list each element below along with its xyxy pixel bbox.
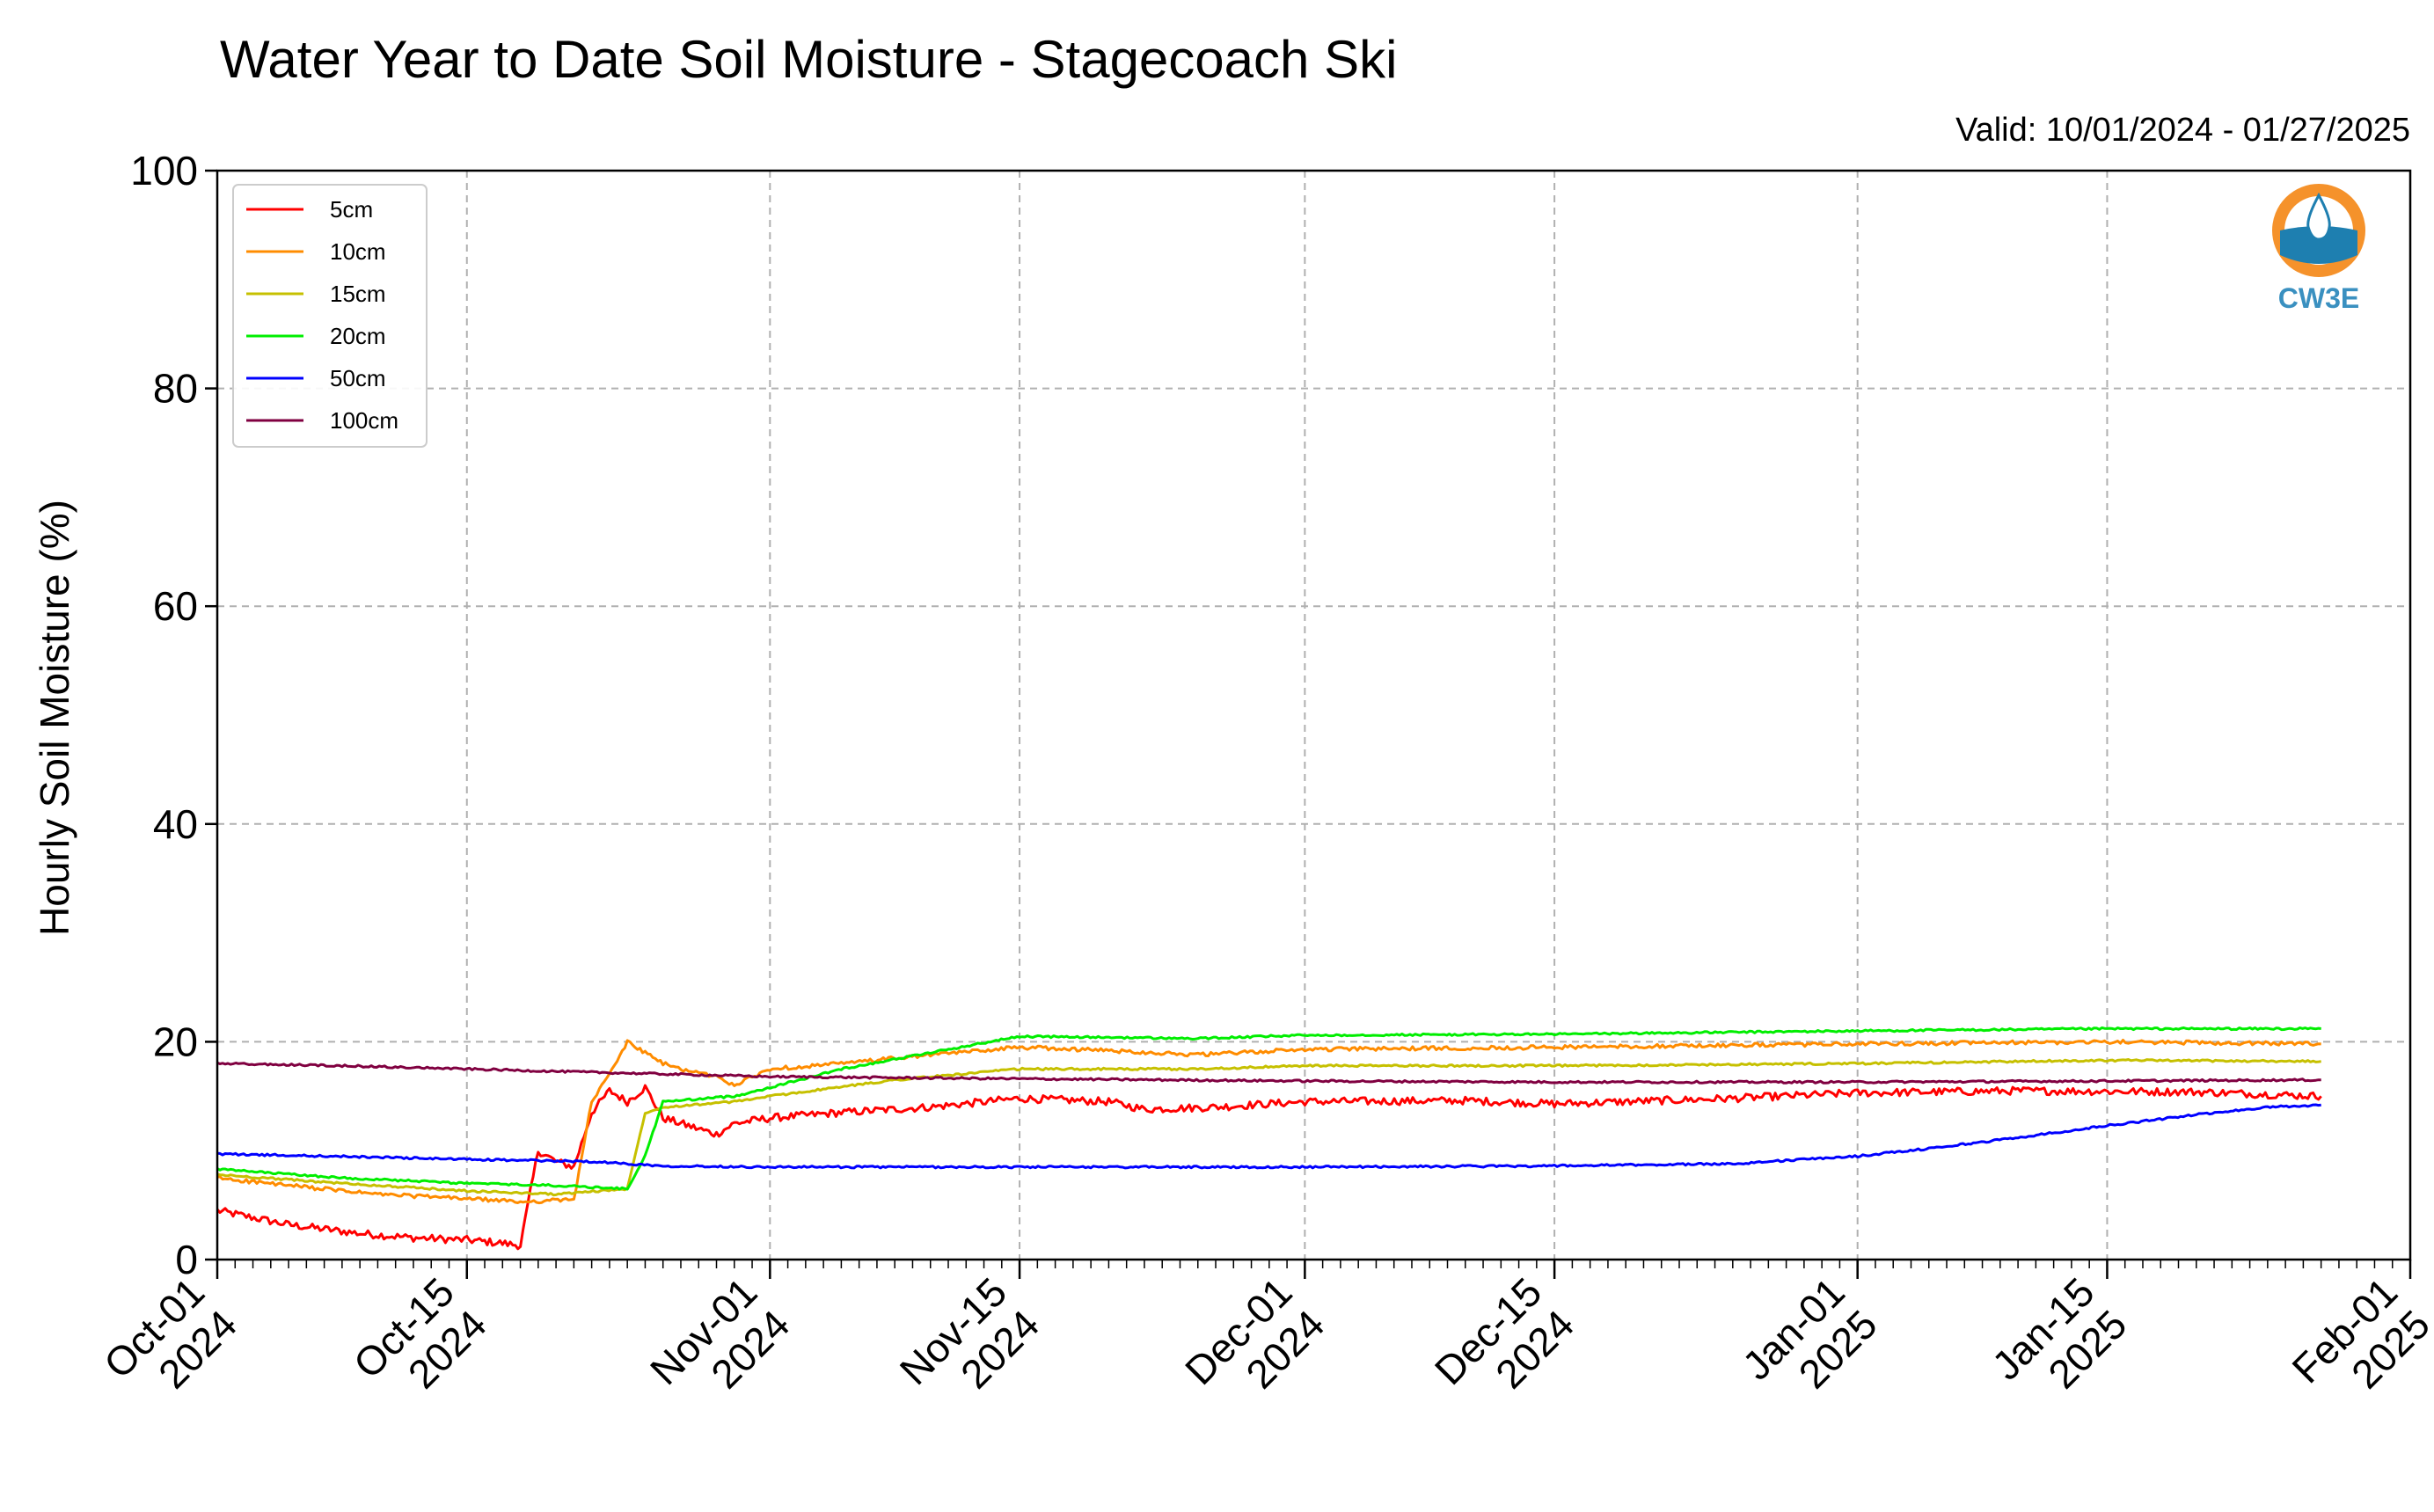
series-line-20cm xyxy=(216,1026,2321,1191)
y-axis-label: Hourly Soil Moisture (%) xyxy=(32,500,77,936)
legend-label: 20cm xyxy=(330,323,386,349)
legend-label: 50cm xyxy=(330,365,386,391)
series-line-15cm xyxy=(216,1058,2321,1197)
y-tick-label: 20 xyxy=(153,1019,198,1064)
grid xyxy=(217,171,2410,1260)
series-group xyxy=(216,1026,2322,1251)
chart-subtitle: Valid: 10/01/2024 - 01/27/2025 xyxy=(1955,112,2410,149)
y-tick-label: 0 xyxy=(175,1237,198,1282)
y-tick-label: 80 xyxy=(153,366,198,412)
logo-text: CW3E xyxy=(2278,282,2359,314)
legend-label: 5cm xyxy=(330,196,373,223)
series-line-100cm xyxy=(216,1061,2321,1085)
legend-label: 10cm xyxy=(330,238,386,265)
logo-drop-icon xyxy=(2306,192,2331,241)
y-tick-label: 60 xyxy=(153,583,198,629)
legend: 5cm 10cm 15cm 20cm 50cm 100cm xyxy=(232,184,428,448)
series-line-50cm xyxy=(216,1103,2321,1170)
legend-label: 100cm xyxy=(330,407,398,434)
y-tick-label: 100 xyxy=(130,148,198,194)
series-line-5cm xyxy=(216,1084,2322,1251)
cw3e-logo: CW3E xyxy=(2272,184,2365,314)
plot-frame xyxy=(216,169,2412,1261)
y-tick-label: 40 xyxy=(153,801,198,847)
chart-title: Water Year to Date Soil Moisture - Stage… xyxy=(220,30,1397,89)
legend-label: 15cm xyxy=(330,281,386,307)
logo-wave-icon xyxy=(2280,226,2357,264)
series-line-10cm xyxy=(216,1039,2321,1205)
